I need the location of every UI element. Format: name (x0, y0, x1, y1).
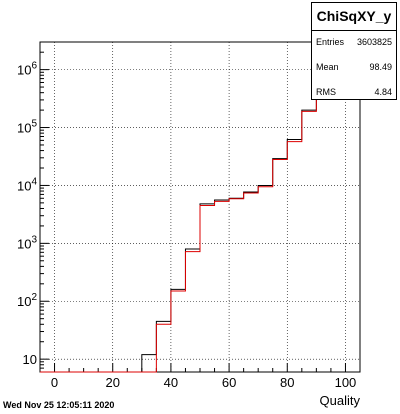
x-tick-label: 20 (105, 375, 119, 390)
y-tick-label: 10 (23, 352, 37, 367)
x-axis-ticks: 0 20 40 60 80 100 (39, 363, 361, 390)
x-tick-label: 60 (222, 375, 236, 390)
x-tick-label: 80 (280, 375, 294, 390)
x-tick-label: 100 (335, 375, 357, 390)
stats-row-mean: Mean 98.49 (316, 59, 392, 75)
stats-entries-value: 3603825 (356, 37, 392, 47)
stats-row-rms: RMS 4.84 (316, 84, 392, 100)
stats-mean-value: 98.49 (369, 62, 392, 72)
x-axis-label: Quality (320, 393, 361, 408)
x-tick-label: 40 (164, 375, 178, 390)
stats-entries-label: Entries (316, 37, 345, 47)
timestamp-footer: Wed Nov 25 12:05:11 2020 (3, 400, 115, 410)
stats-rms-label: RMS (316, 87, 336, 97)
y-tick-label: 102 (17, 292, 37, 309)
stats-title: ChiSqXY_y (312, 3, 396, 31)
stats-row-entries: Entries 3603825 (316, 34, 392, 50)
stats-mean-label: Mean (316, 62, 339, 72)
x-tick-label: 0 (51, 375, 58, 390)
stats-box: ChiSqXY_y Entries 3603825 Mean 98.49 RMS… (311, 2, 397, 100)
y-tick-label: 106 (17, 61, 37, 78)
y-tick-label: 104 (17, 176, 37, 193)
histogram-series-1 (40, 43, 360, 373)
stats-rms-value: 4.84 (374, 87, 392, 97)
y-tick-label: 105 (17, 119, 37, 136)
data-series (40, 43, 360, 373)
y-tick-label: 103 (17, 234, 37, 251)
y-axis-ticks: 10 102 103 104 105 106 (17, 41, 49, 373)
